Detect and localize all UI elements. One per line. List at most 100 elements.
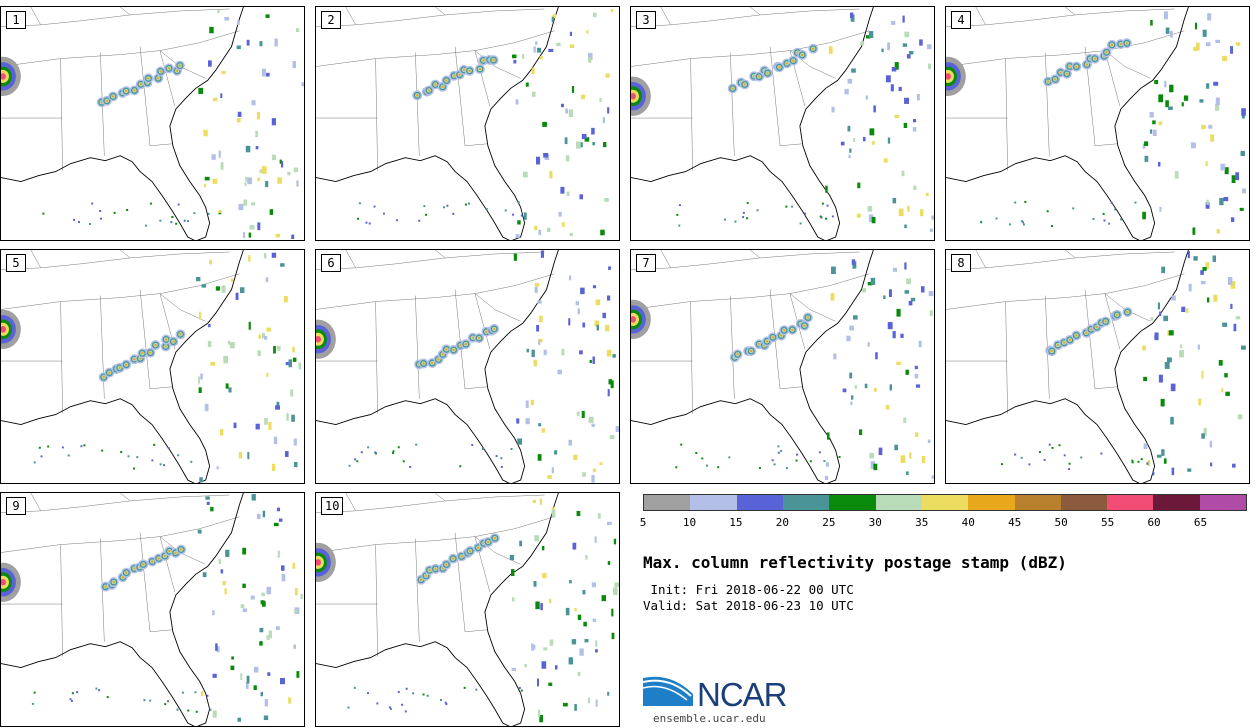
- state-border: [149, 143, 172, 147]
- storm-cell: [838, 456, 841, 459]
- storm-cell: [253, 666, 259, 673]
- storm-cell: [253, 685, 257, 690]
- storm-cell: [548, 48, 554, 53]
- storm-cell: [512, 54, 517, 59]
- storm-cell: [574, 607, 577, 612]
- storm-cell: [887, 137, 891, 144]
- storm-cell: [606, 521, 612, 526]
- storm-cell: [573, 454, 578, 460]
- storm-cell: [546, 227, 551, 233]
- storm-cell: [602, 312, 607, 319]
- storm-cell: [294, 588, 298, 596]
- storm-cell: [600, 229, 605, 236]
- storm-cell: [1203, 427, 1207, 436]
- storm-cell: [1046, 210, 1049, 213]
- colorbar-segment: [1199, 495, 1247, 510]
- state-border: [690, 301, 693, 414]
- storm-cell: [1214, 103, 1220, 111]
- storm-cell: [849, 12, 854, 18]
- storm-cell: [213, 97, 218, 102]
- storm-cell: [867, 206, 873, 212]
- storm-cell: [216, 466, 219, 470]
- storm-cell: [291, 414, 295, 422]
- storm-cell: [248, 255, 251, 262]
- storm-cell: [1168, 106, 1173, 110]
- state-border: [415, 295, 420, 399]
- storm-cell: [441, 85, 444, 89]
- member-number-label: 1: [6, 11, 26, 29]
- storm-cell: [275, 233, 281, 238]
- state-border: [316, 30, 555, 67]
- storm-cell: [597, 513, 601, 519]
- storm-cell: [542, 121, 547, 127]
- storm-cell: [609, 435, 615, 440]
- coastline: [631, 250, 874, 483]
- storm-cell: [575, 301, 579, 306]
- storm-cell: [913, 185, 917, 191]
- storm-cell: [133, 358, 136, 361]
- storm-cell: [179, 548, 183, 551]
- storm-cell: [914, 373, 919, 379]
- storm-cell: [909, 452, 912, 459]
- state-border: [750, 7, 761, 16]
- storm-cell: [867, 342, 870, 347]
- storm-cell: [1230, 46, 1234, 54]
- storm-cell: [201, 284, 207, 288]
- storm-cell: [1062, 341, 1066, 344]
- storm-cell: [534, 225, 538, 231]
- storm-cell: [108, 371, 111, 374]
- storm-cell: [896, 308, 901, 317]
- storm-cell: [929, 228, 934, 232]
- storm-cell: [288, 697, 291, 704]
- storm-cell: [255, 130, 258, 138]
- storm-cell: [678, 204, 681, 207]
- storm-cell: [908, 300, 913, 306]
- storm-cell: [1201, 433, 1205, 439]
- storm-cell: [847, 125, 851, 132]
- storm-cell: [1143, 376, 1148, 382]
- storm-cell: [757, 75, 761, 78]
- storm-cell: [916, 93, 920, 101]
- storm-cell: [437, 358, 440, 361]
- storm-cell: [316, 559, 321, 566]
- storm-cell: [402, 460, 405, 463]
- state-border: [474, 293, 521, 322]
- storm-cell: [133, 467, 136, 470]
- storm-cell: [167, 447, 170, 450]
- storm-cell: [106, 696, 109, 699]
- storm-cell: [511, 667, 517, 671]
- storm-cell: [290, 389, 294, 397]
- storm-cell: [562, 702, 568, 707]
- storm-cell: [1158, 94, 1164, 103]
- storm-cell: [259, 169, 264, 174]
- state-border: [975, 250, 986, 268]
- storm-cell: [889, 384, 893, 391]
- storm-cell: [891, 21, 896, 25]
- storm-cell: [389, 707, 392, 710]
- storm-cell: [946, 73, 951, 80]
- storm-cell: [246, 39, 250, 46]
- storm-cell: [591, 127, 595, 135]
- storm-cell: [792, 59, 795, 62]
- storm-cell: [1048, 443, 1051, 446]
- storm-cell: [606, 349, 612, 357]
- storm-cell: [47, 445, 50, 448]
- storm-cell: [1089, 328, 1093, 331]
- storm-cell: [1231, 175, 1236, 184]
- member-panel: 7: [630, 249, 935, 484]
- storm-cell: [1233, 323, 1237, 332]
- storm-cell: [240, 604, 245, 609]
- storm-cell: [539, 56, 543, 60]
- storm-cell: [1179, 344, 1183, 349]
- storm-cell: [353, 686, 356, 689]
- storm-cell: [367, 446, 370, 449]
- state-border: [30, 250, 41, 268]
- storm-cell: [538, 338, 543, 343]
- storm-cell: [271, 154, 276, 161]
- storm-cell: [209, 259, 212, 265]
- storm-cell: [565, 155, 570, 162]
- state-border: [1094, 143, 1117, 147]
- storm-cell: [728, 456, 731, 459]
- storm-cell: [611, 608, 614, 617]
- member-panel: 1: [0, 6, 305, 241]
